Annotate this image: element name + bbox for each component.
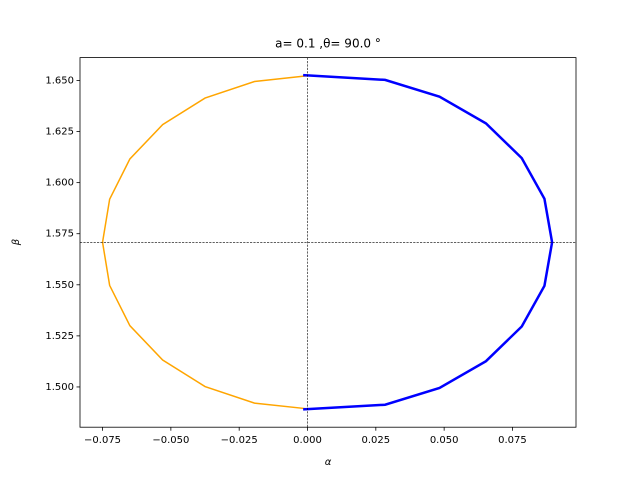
- x-tick-label: 0.000: [293, 435, 322, 446]
- curve: [303, 73, 554, 411]
- y-tick-label: 1.650: [45, 75, 74, 86]
- y-tick-label: 1.500: [45, 382, 74, 393]
- y-tick-label: 1.575: [45, 229, 74, 240]
- x-tick-label: 0.025: [362, 435, 391, 446]
- y-tick-label: 1.600: [45, 178, 74, 189]
- x-tick-label: −0.075: [84, 435, 121, 446]
- x-tick-label: −0.050: [152, 435, 189, 446]
- x-tick-label: 0.075: [498, 435, 527, 446]
- x-tick-label: 0.050: [430, 435, 459, 446]
- y-tick-label: 1.625: [45, 127, 74, 138]
- y-tick-label: 1.525: [45, 331, 74, 342]
- plot-frame: [79, 57, 577, 428]
- y-axis-label: β: [11, 238, 22, 246]
- curve: [101, 75, 308, 410]
- x-axis-label: α: [325, 457, 332, 468]
- x-tick-label: −0.025: [221, 435, 258, 446]
- chart-title: a= 0.1 ,θ= 90.0 °: [275, 37, 381, 51]
- y-tick-label: 1.550: [45, 280, 74, 291]
